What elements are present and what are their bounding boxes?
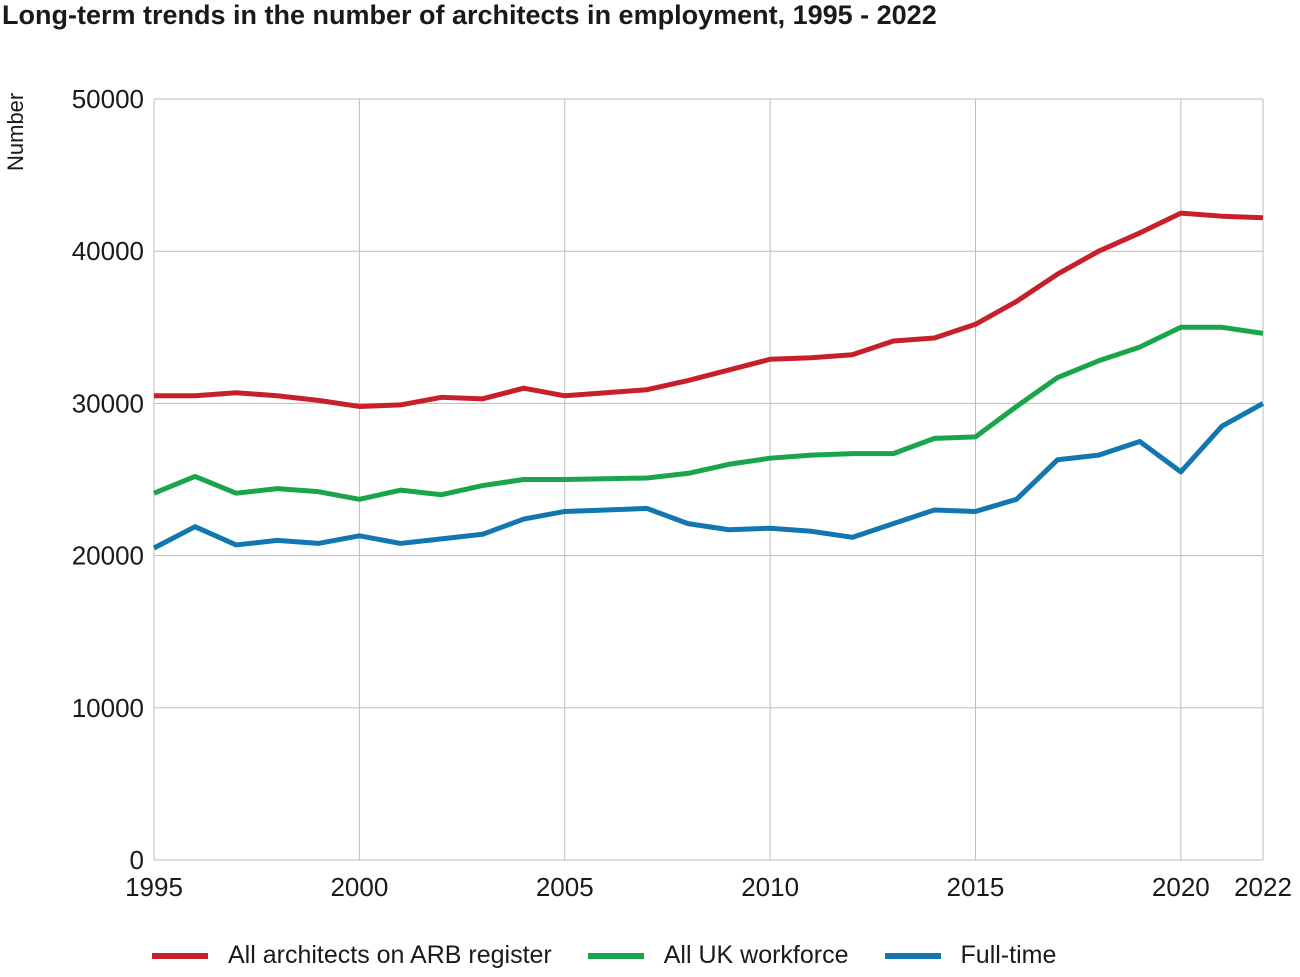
y-tick-label: 10000 [72,693,144,723]
series-line-1 [153,324,1264,502]
line-chart: 0 10000 20000 30000 40000 50000 1995 2000 2005 2… [72,84,1292,902]
legend-label: All UK workforce [663,941,849,969]
series-line-0 [154,210,1264,409]
legend: All architects on ARB register All UK wor… [152,941,1092,970]
x-tick-label: 2022 [1234,872,1292,902]
legend-swatch [587,952,644,959]
y-tick-label: 40000 [72,236,144,266]
legend-swatch [884,952,941,959]
legend-label: All architects on ARB register [228,941,552,969]
y-tick-label: 50000 [72,84,144,114]
legend-item: All architects on ARB register [152,941,552,970]
legend-label: Full-time [960,941,1057,969]
legend-item: All UK workforce [587,941,849,970]
gridlines [153,98,1264,861]
series-line-2 [152,401,1265,551]
y-tick-label: 30000 [72,388,144,418]
y-tick-label: 20000 [72,541,144,571]
x-axis-ticks: 1995 2000 2005 2010 2015 2020 2022 [125,872,1292,902]
x-tick-label: 1995 [125,872,183,902]
y-axis-ticks: 0 10000 20000 30000 40000 50000 [72,84,144,875]
y-tick-label: 0 [130,845,144,875]
legend-item: Full-time [884,941,1057,970]
series-lines [152,210,1265,551]
chart-title: Long-term trends in the number of archit… [2,0,937,30]
x-tick-label: 2000 [330,872,388,902]
legend-swatch [152,952,208,959]
x-tick-label: 2015 [947,872,1005,902]
x-tick-label: 2005 [536,872,594,902]
x-tick-label: 2020 [1152,872,1210,902]
x-tick-label: 2010 [741,872,799,902]
